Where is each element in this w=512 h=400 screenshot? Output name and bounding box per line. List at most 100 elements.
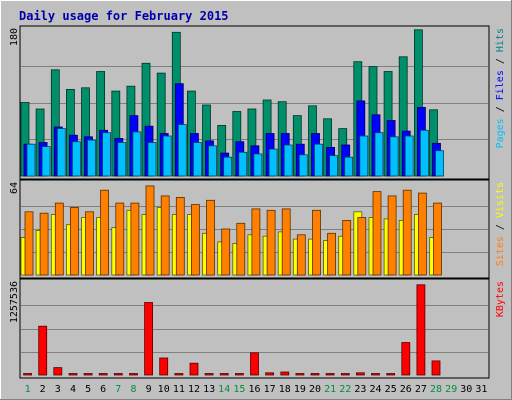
x-tick-label-day-24: 24 xyxy=(369,384,381,395)
x-tick-label-day-15: 15 xyxy=(233,384,245,395)
x-tick-label-day-6: 6 xyxy=(100,384,106,395)
x-axis-labels: 1 2 3 4 5 6 7 8 9 10 11 12 13 14 15 16 17 18 19 20 21 22 23 24 2… xyxy=(25,384,488,395)
bar-kbytes-day-21 xyxy=(325,373,335,376)
x-tick-label-day-25: 25 xyxy=(385,384,397,395)
bar-pages-day-4 xyxy=(72,141,81,177)
bar-kbytes-day-2 xyxy=(38,325,48,376)
x-tick-label-day-2: 2 xyxy=(40,384,46,395)
x-tick-label-day-11: 11 xyxy=(173,384,185,395)
bar-sites-day-19 xyxy=(296,234,306,276)
x-tick-label-day-23: 23 xyxy=(354,384,366,395)
bar-kbytes-day-23 xyxy=(355,372,365,376)
x-tick-label-day-4: 4 xyxy=(70,384,76,395)
x-tick-label-day-17: 17 xyxy=(264,384,276,395)
x-tick-label-day-9: 9 xyxy=(146,384,152,395)
y-axis-label-part: / xyxy=(495,218,506,236)
bar-pages-day-14 xyxy=(223,156,233,177)
bar-pages-day-1 xyxy=(26,143,36,177)
bar-kbytes-day-3 xyxy=(53,367,63,376)
bar-pages-day-8 xyxy=(132,131,142,177)
bar-sites-day-3 xyxy=(54,202,64,276)
y-max-label-visits-sites: 64 xyxy=(9,182,20,194)
x-tick-label-day-10: 10 xyxy=(158,384,170,395)
bar-sites-day-2 xyxy=(39,212,49,276)
bar-pages-day-9 xyxy=(147,142,157,177)
bar-pages-day-10 xyxy=(162,135,172,177)
bar-kbytes-day-8 xyxy=(129,373,138,376)
x-tick-label-day-18: 18 xyxy=(279,384,291,395)
bar-kbytes-day-15 xyxy=(234,373,244,376)
x-tick-label-day-28: 28 xyxy=(430,384,442,395)
x-tick-label-day-31: 31 xyxy=(475,384,487,395)
bar-sites-day-21 xyxy=(327,232,337,276)
panel-kbytes: 1257536 KBytes xyxy=(9,278,506,379)
bar-sites-day-25 xyxy=(387,195,397,276)
y-axis-label-part: Pages xyxy=(495,118,506,148)
x-tick-label-day-14: 14 xyxy=(218,384,230,395)
bar-sites-day-5 xyxy=(85,211,94,276)
x-tick-label-day-22: 22 xyxy=(339,384,351,395)
bar-pages-day-25 xyxy=(389,136,399,177)
bar-pages-day-2 xyxy=(41,146,51,177)
bar-pages-day-15 xyxy=(238,151,248,177)
bar-kbytes-day-16 xyxy=(250,352,259,376)
bar-sites-day-7 xyxy=(115,202,125,276)
chart-panels: 180 Pages / Files / Hits 64 Sites / Visits 1… xyxy=(9,25,506,379)
bar-sites-day-17 xyxy=(266,209,276,276)
bar-sites-day-26 xyxy=(402,189,412,276)
bar-sites-day-16 xyxy=(251,208,261,276)
bar-pages-day-22 xyxy=(344,156,354,177)
bar-pages-day-3 xyxy=(56,128,66,177)
chart-title: Daily usage for February 2015 xyxy=(19,9,229,23)
bar-kbytes-day-1 xyxy=(23,373,33,376)
y-axis-label-part: Hits xyxy=(495,28,506,52)
bar-kbytes-day-24 xyxy=(371,373,380,376)
x-tick-label-day-13: 13 xyxy=(203,384,215,395)
x-tick-label-day-19: 19 xyxy=(294,384,306,395)
bar-sites-day-4 xyxy=(70,206,79,276)
bar-sites-day-22 xyxy=(342,219,352,276)
bar-sites-day-11 xyxy=(175,196,185,276)
bar-kbytes-day-19 xyxy=(295,373,305,376)
bar-pages-day-12 xyxy=(192,142,202,177)
bar-pages-day-11 xyxy=(177,124,187,177)
bar-pages-day-17 xyxy=(268,148,278,177)
bar-kbytes-day-7 xyxy=(113,373,123,376)
bar-kbytes-day-17 xyxy=(265,372,275,376)
bar-sites-day-8 xyxy=(130,202,140,276)
x-tick-label-day-3: 3 xyxy=(55,384,61,395)
bar-sites-day-13 xyxy=(206,199,215,276)
y-axis-label-kbytes: KBytes xyxy=(495,281,506,317)
bar-kbytes-day-25 xyxy=(386,373,396,376)
bar-pages-day-23 xyxy=(359,135,369,177)
bar-sites-day-12 xyxy=(190,204,200,276)
x-tick-label-day-26: 26 xyxy=(400,384,412,395)
bar-pages-day-19 xyxy=(298,154,308,177)
bar-pages-day-27 xyxy=(419,129,429,177)
bar-kbytes-day-14 xyxy=(219,373,229,376)
bar-pages-day-5 xyxy=(87,139,96,177)
bar-kbytes-day-10 xyxy=(159,357,169,376)
bar-pages-day-26 xyxy=(404,135,414,177)
bar-kbytes-day-28 xyxy=(431,360,441,376)
bar-pages-day-6 xyxy=(102,132,111,177)
x-tick-label-day-8: 8 xyxy=(130,384,136,395)
x-tick-label-day-29: 29 xyxy=(445,384,457,395)
panel-visits-sites: 64 Sites / Visits xyxy=(9,179,506,279)
bar-kbytes-day-12 xyxy=(189,362,199,376)
bar-kbytes-day-11 xyxy=(174,373,184,376)
bar-kbytes-day-5 xyxy=(83,373,93,376)
x-tick-label-day-30: 30 xyxy=(460,384,472,395)
bar-kbytes-day-27 xyxy=(416,284,426,376)
bar-pages-day-21 xyxy=(329,155,339,177)
bar-sites-day-28 xyxy=(433,202,442,276)
x-tick-label-day-1: 1 xyxy=(25,384,31,395)
panel-hits-files-pages: 180 Pages / Files / Hits xyxy=(9,25,506,180)
bar-kbytes-day-9 xyxy=(144,302,154,376)
x-tick-label-day-12: 12 xyxy=(188,384,200,395)
bar-pages-day-24 xyxy=(374,132,384,177)
bar-sites-day-9 xyxy=(145,185,155,276)
y-axis-label-part: Files xyxy=(495,70,506,100)
bar-pages-day-13 xyxy=(208,145,217,177)
